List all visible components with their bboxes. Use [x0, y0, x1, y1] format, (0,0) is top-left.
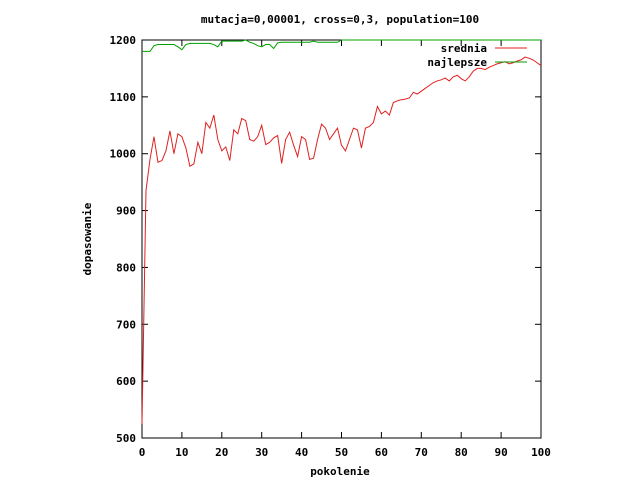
- legend-label: srednia: [441, 42, 487, 55]
- legend-label: najlepsze: [427, 56, 487, 69]
- x-tick-label: 20: [215, 446, 228, 459]
- y-tick-label: 1000: [110, 148, 137, 161]
- series-line-srednia: [141, 56, 542, 424]
- y-tick-label: 1100: [110, 91, 137, 104]
- y-tick-label: 600: [116, 375, 136, 388]
- y-axis-label: dopasowanie: [81, 202, 94, 275]
- x-tick-label: 0: [139, 446, 146, 459]
- x-tick-label: 10: [175, 446, 188, 459]
- x-tick-label: 30: [255, 446, 268, 459]
- y-tick-label: 900: [116, 205, 136, 218]
- y-tick-label: 700: [116, 318, 136, 331]
- x-tick-label: 80: [455, 446, 468, 459]
- x-tick-label: 70: [415, 446, 428, 459]
- series-line-najlepsze: [142, 39, 541, 52]
- series-layer: [141, 39, 542, 424]
- y-tick-label: 1200: [110, 34, 137, 47]
- chart-title: mutacja=0,00001, cross=0,3, population=1…: [201, 13, 479, 26]
- x-tick-label: 100: [531, 446, 551, 459]
- plot-frame: [141, 39, 542, 439]
- y-tick-label: 500: [116, 432, 136, 445]
- x-tick-label: 60: [375, 446, 388, 459]
- y-axis: 500 600 700 800 900 1000 1100 1200: [110, 34, 541, 445]
- x-tick-label: 40: [295, 446, 308, 459]
- y-tick-label: 800: [116, 261, 136, 274]
- x-tick-label: 90: [494, 446, 507, 459]
- x-axis-label: pokolenie: [310, 465, 370, 478]
- x-tick-label: 50: [335, 446, 348, 459]
- x-axis: 0 10 20 30 40 50 60 70 80 90 100: [139, 40, 551, 459]
